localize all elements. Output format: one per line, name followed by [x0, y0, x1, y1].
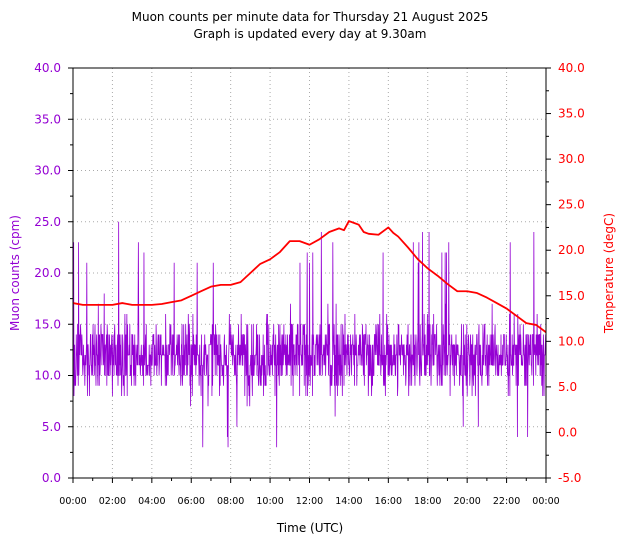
y-right-tick-label: 5.0 — [558, 380, 577, 394]
chart-title: Muon counts per minute data for Thursday… — [132, 10, 489, 24]
x-axis-label: Time (UTC) — [276, 521, 343, 535]
y-right-tick-label: 15.0 — [558, 289, 585, 303]
x-tick-label: 18:00 — [414, 496, 441, 507]
y-axis-left-label: Muon counts (cpm) — [8, 215, 22, 331]
x-tick-label: 04:00 — [138, 496, 165, 507]
y-left-tick-label: 30.0 — [34, 164, 61, 178]
y-right-tick-label: 0.0 — [558, 425, 577, 439]
muon-series — [72, 221, 547, 448]
y-right-tick-label: 10.0 — [558, 334, 585, 348]
x-tick-label: 08:00 — [217, 496, 244, 507]
y-left-tick-label: 20.0 — [34, 266, 61, 280]
y-right-tick-label: 30.0 — [558, 152, 585, 166]
axes: 00:00 02:00 04:00 06:00 08:00 10:00 12:00 14:00… — [34, 61, 584, 507]
x-tick-label: 20:00 — [453, 496, 480, 507]
y-axis-right-label: Temperature (degC) — [602, 213, 616, 334]
y-left-tick-label: 10.0 — [34, 369, 61, 383]
chart-subtitle: Graph is updated every day at 9.30am — [194, 27, 427, 41]
muon-counts-line — [72, 221, 547, 448]
x-tick-label: 10:00 — [256, 496, 283, 507]
x-tick-label: 16:00 — [375, 496, 402, 507]
y-right-tick-label: -5.0 — [558, 471, 581, 485]
x-tick-label: 22:00 — [493, 496, 520, 507]
y-left-tick-label: 5.0 — [42, 420, 61, 434]
x-tick-label: 14:00 — [335, 496, 362, 507]
y-right-tick-label: 20.0 — [558, 243, 585, 257]
x-tick-label: 00:00 — [532, 496, 559, 507]
y-left-tick-label: 35.0 — [34, 112, 61, 126]
y-right-tick-label: 35.0 — [558, 107, 585, 121]
x-tick-label: 02:00 — [99, 496, 126, 507]
plot-frame — [72, 67, 547, 479]
x-tick-label: 00:00 — [59, 496, 86, 507]
y-left-tick-label: 0.0 — [42, 471, 61, 485]
y-left-tick-label: 25.0 — [34, 215, 61, 229]
x-tick-label: 12:00 — [296, 496, 323, 507]
y-left-tick-label: 40.0 — [34, 61, 61, 75]
y-left-tick-label: 15.0 — [34, 317, 61, 331]
x-tick-label: 06:00 — [178, 496, 205, 507]
temperature-line — [72, 220, 547, 333]
temperature-series — [72, 220, 547, 333]
y-right-tick-label: 25.0 — [558, 198, 585, 212]
y-right-tick-label: 40.0 — [558, 61, 585, 75]
